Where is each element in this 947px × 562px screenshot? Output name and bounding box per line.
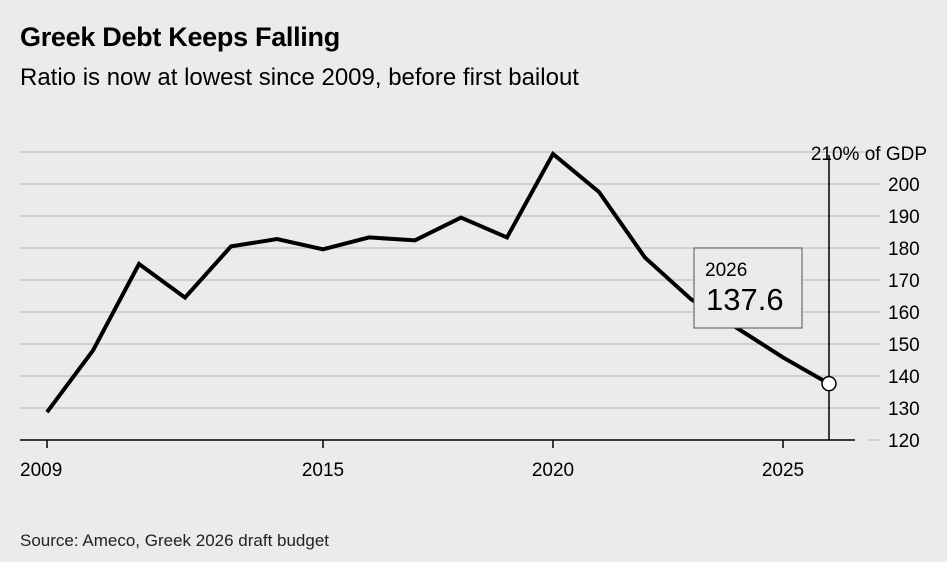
- y-tick-label: 180: [888, 239, 920, 260]
- chart-title: Greek Debt Keeps Falling: [20, 22, 340, 52]
- y-tick-label: 140: [888, 367, 920, 388]
- y-tick-label: 160: [888, 303, 920, 324]
- chart-subtitle: Ratio is now at lowest since 2009, befor…: [20, 64, 579, 91]
- x-tick-label: 2015: [302, 460, 344, 481]
- annotation-year: 2026: [705, 260, 747, 281]
- annotation-box: 2026 137.6: [693, 247, 803, 329]
- y-tick-label: 190: [888, 207, 920, 228]
- y-tick-label: 170: [888, 271, 920, 292]
- x-tick-label: 2009: [20, 460, 62, 481]
- y-tick-label: 120: [888, 431, 920, 452]
- x-tick-label: 2025: [762, 460, 804, 481]
- annotation-value: 137.6: [706, 282, 784, 317]
- y-top-label: 210% of GDP: [811, 144, 927, 165]
- end-point-marker: [821, 375, 837, 392]
- y-tick-label: 130: [888, 399, 920, 420]
- y-tick-label: 200: [888, 175, 920, 196]
- x-tick-label: 2020: [532, 460, 574, 481]
- y-tick-label: 150: [888, 335, 920, 356]
- source-note: Source: Ameco, Greek 2026 draft budget: [20, 531, 330, 550]
